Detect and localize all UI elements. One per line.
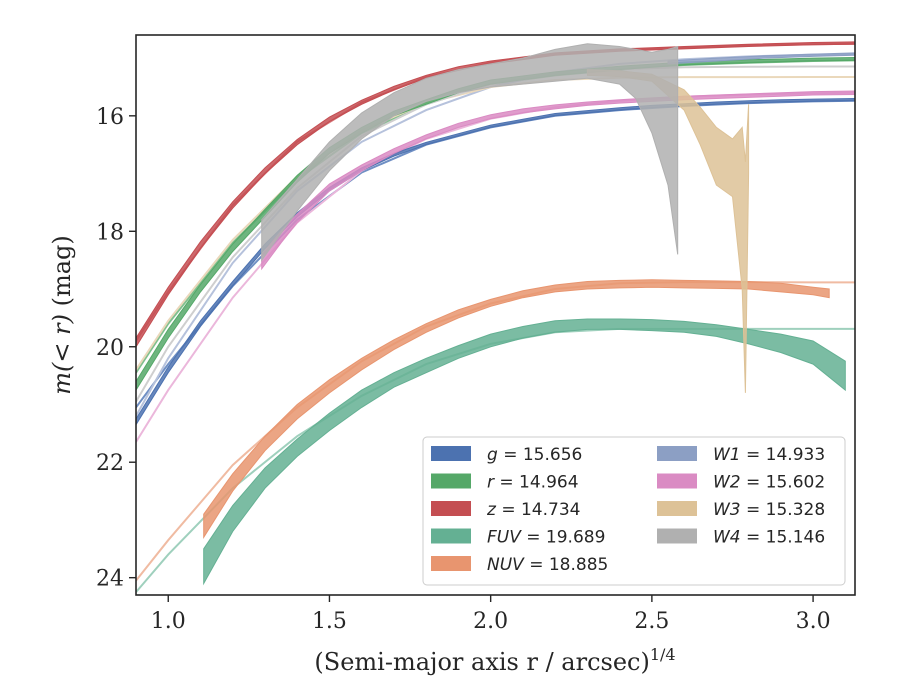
band-nuv xyxy=(203,279,830,540)
legend-swatch-w1 xyxy=(657,446,697,461)
legend-label-w3: W3 = 15.328 xyxy=(713,500,825,520)
x-tick-label: 2.5 xyxy=(634,609,669,634)
band-w2 xyxy=(261,90,855,271)
y-axis: 16 18 20 22 24 xyxy=(96,105,136,592)
x-axis-title: (Semi-major axis r / arcsec)1/4 xyxy=(314,645,675,676)
y-tick-label: 20 xyxy=(96,336,124,361)
legend-swatch-w2 xyxy=(657,473,697,489)
legend-swatch-fuv xyxy=(431,528,471,544)
legend-swatch-w4 xyxy=(657,528,697,544)
band-w4 xyxy=(261,43,679,262)
x-tick-label: 1.5 xyxy=(312,609,347,634)
x-axis: 1.0 1.5 2.0 2.5 3.0 xyxy=(151,595,831,634)
y-tick-label: 22 xyxy=(96,451,124,476)
y-tick-label: 16 xyxy=(96,105,124,130)
legend-label-g: g = 15.656 xyxy=(487,445,582,465)
legend-swatch-z xyxy=(431,501,471,516)
x-tick-label: 1.0 xyxy=(151,609,186,634)
legend-swatch-w3 xyxy=(657,501,697,516)
legend-label-fuv: FUV = 19.689 xyxy=(487,528,605,548)
band-w1 xyxy=(667,52,855,65)
x-tick-label: 2.0 xyxy=(473,609,508,634)
legend-swatch-g xyxy=(431,446,471,461)
band-fuv xyxy=(203,318,846,586)
legend-label-w4: W4 = 15.146 xyxy=(713,528,825,548)
legend-label-z: z = 14.734 xyxy=(486,500,580,520)
plot-frame xyxy=(135,34,856,596)
y-tick-label: 18 xyxy=(96,220,124,245)
legend-label-nuv: NUV = 18.885 xyxy=(487,555,608,575)
y-tick-label: 24 xyxy=(96,567,124,592)
legend-label-w1: W1 = 14.933 xyxy=(713,445,825,465)
y-axis-title: m(< r) (mag) xyxy=(48,235,76,395)
legend-label-w2: W2 = 15.602 xyxy=(713,473,825,493)
series-layer xyxy=(136,41,855,593)
legend-swatch-nuv xyxy=(431,556,471,571)
x-tick-label: 3.0 xyxy=(796,609,831,634)
legend-swatch-r xyxy=(431,473,471,489)
legend: g = 15.656 r = 14.964 z = 14.734 FUV = 19.6… xyxy=(422,436,846,586)
band-z xyxy=(136,41,855,348)
legend-frame xyxy=(422,436,846,586)
legend-label-r: r = 14.964 xyxy=(487,473,579,493)
